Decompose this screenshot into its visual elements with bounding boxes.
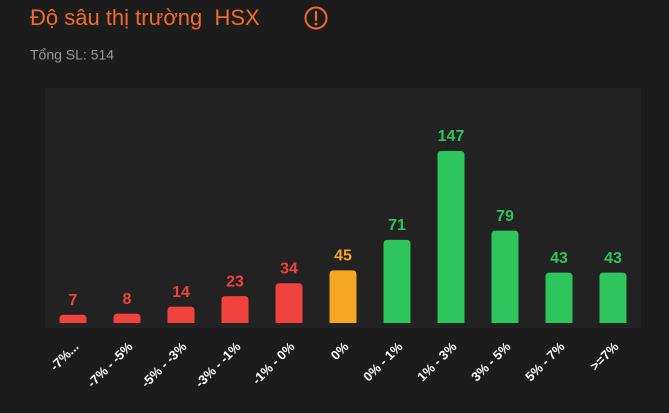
data-label: 14 xyxy=(172,284,190,301)
data-label: 71 xyxy=(388,217,406,234)
data-label: 8 xyxy=(123,291,132,308)
bar xyxy=(59,314,87,323)
bar xyxy=(491,230,519,323)
info-icon[interactable] xyxy=(304,6,328,30)
data-label: 79 xyxy=(496,208,514,225)
bar xyxy=(329,270,357,323)
data-label: 23 xyxy=(226,273,244,290)
bar xyxy=(221,296,249,323)
chart-subtitle: Tổng SL: 514 xyxy=(30,47,114,63)
data-label: 7 xyxy=(69,292,78,309)
bar xyxy=(167,306,195,323)
bar xyxy=(113,313,141,323)
bar xyxy=(437,151,465,323)
bar xyxy=(383,239,411,323)
bar xyxy=(275,283,303,323)
data-label: 34 xyxy=(280,260,298,277)
data-label: 45 xyxy=(334,248,352,265)
bar xyxy=(599,272,627,323)
bar xyxy=(545,272,573,323)
data-label: 43 xyxy=(604,250,622,267)
data-label: 147 xyxy=(438,128,465,145)
chart-title: Độ sâu thị trường HSX xyxy=(30,5,260,30)
data-label: 43 xyxy=(550,250,568,267)
